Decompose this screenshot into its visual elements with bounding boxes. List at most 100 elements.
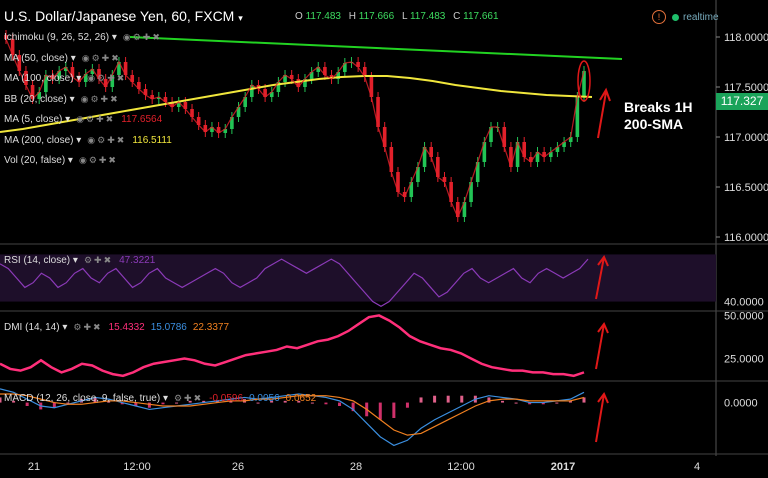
candle-body: [230, 117, 234, 129]
realtime-status: ! realtime: [652, 10, 719, 24]
time-tick-label: 21: [28, 461, 40, 473]
realtime-label: realtime: [683, 12, 719, 23]
macd-histogram-bar: [338, 402, 342, 406]
candle-body: [243, 97, 247, 107]
indicator-ichimoku[interactable]: Ichimoku (9, 26, 52, 26) ▾ ◉⚙✚✖: [4, 32, 162, 43]
candle-body: [422, 147, 427, 167]
candle-body: [462, 202, 467, 217]
rsi-arrow-head: [597, 255, 609, 267]
candle-body: [376, 97, 380, 127]
annotation-line-1: Breaks 1H: [624, 99, 693, 115]
dmi-label: DMI (14, 14): [4, 322, 60, 333]
indicator-label: MA (50, close): [4, 53, 68, 64]
macd-histogram-bar: [568, 400, 572, 403]
macd-arrow-head: [597, 392, 609, 404]
candle-body: [542, 152, 546, 157]
time-tick-label: 12:00: [447, 461, 475, 473]
candle-body: [535, 152, 540, 162]
candle-body: [90, 69, 95, 74]
macd-histogram-bar: [107, 400, 111, 403]
dmi-value-3: 22.3377: [192, 322, 230, 333]
macd-value-3: 0.0652: [285, 393, 317, 404]
open-value: 117.483: [305, 11, 341, 22]
candle-body: [489, 127, 493, 142]
candle-body: [442, 177, 447, 182]
rsi-arrow: [595, 256, 605, 300]
macd-histogram-bar: [256, 402, 260, 404]
macd-pane-header[interactable]: MACD (12, 26, close, 9, false, true) ▾ ⚙✚…: [4, 393, 317, 404]
macd-histogram-bar: [446, 395, 450, 403]
candle-body: [143, 89, 148, 95]
macd-histogram-bar: [161, 402, 165, 405]
macd-tick-label: 0.0000: [724, 398, 758, 410]
indicator-tools-icons[interactable]: ◉⚙✚✖: [76, 114, 116, 124]
candle-body: [123, 62, 128, 75]
candle-body: [482, 142, 487, 162]
macd-histogram-bar: [147, 402, 151, 408]
indicator-vol[interactable]: Vol (20, false) ▾ ◉⚙✚✖: [4, 155, 118, 166]
candle-body: [24, 71, 28, 85]
time-tick-label: 26: [232, 461, 244, 473]
candle-body: [336, 72, 340, 79]
indicator-tools-icons[interactable]: ⚙✚✖: [73, 322, 103, 332]
candle-body: [382, 127, 387, 147]
indicator-bb[interactable]: BB (20, close) ▾ ◉⚙✚✖: [4, 94, 120, 105]
annotation-text: Breaks 1H 200-SMA: [624, 99, 693, 133]
candle-body: [396, 172, 400, 192]
candle-body: [196, 117, 201, 125]
price-tick-label: 117.5000: [724, 82, 768, 94]
time-tick-label: 2017: [551, 461, 575, 473]
rsi-label: RSI (14, close): [4, 255, 71, 266]
rsi-value: 47.3221: [119, 255, 156, 266]
candle-body: [283, 75, 287, 82]
time-tick-label: 28: [350, 461, 362, 473]
candle-body: [269, 92, 274, 97]
breakout-arrow: [597, 91, 607, 139]
candle-body: [369, 77, 374, 97]
macd-histogram-bar: [528, 402, 532, 405]
indicator-label: MA (100, close): [4, 73, 74, 84]
candle-body: [183, 102, 188, 109]
indicator-tools-icons[interactable]: ◉⚙✚✖: [87, 135, 127, 145]
candle-body: [70, 67, 75, 77]
dmi-arrow-head: [597, 322, 609, 334]
dmi-pane-header[interactable]: DMI (14, 14) ▾ ⚙✚✖ 15.4332 15.0786 22.3377: [4, 322, 230, 333]
dmi-tick-label: 50.0000: [724, 310, 764, 322]
macd-histogram-bar: [12, 400, 16, 403]
indicator-ma100[interactable]: MA (100, close) ▾ ◉⚙✚✖: [4, 73, 127, 84]
candle-body: [309, 72, 314, 79]
candle-body: [44, 75, 48, 92]
indicator-tools-icons[interactable]: ◉⚙✚✖: [122, 32, 162, 42]
rsi-pane-header[interactable]: RSI (14, close) ▾ ⚙✚✖ 47.3221: [4, 255, 156, 266]
macd-histogram-bar: [460, 395, 464, 403]
breakout-highlight-ellipse: [577, 60, 591, 102]
indicator-ma5[interactable]: MA (5, close) ▾ ◉⚙✚✖ 117.6564: [4, 114, 163, 125]
macd-histogram-bar: [501, 400, 505, 403]
ma5-line: [5, 38, 585, 219]
indicator-tools-icons[interactable]: ◉⚙✚✖: [80, 94, 120, 104]
indicator-tools-icons[interactable]: ◉⚙✚✖: [81, 53, 121, 63]
candle-body: [97, 69, 101, 79]
indicator-ma200[interactable]: MA (200, close) ▾ ◉⚙✚✖ 116.5111: [4, 135, 172, 146]
macd-histogram-bar: [229, 400, 233, 403]
high-label: H: [348, 11, 356, 22]
candle-body: [236, 107, 241, 117]
indicator-label: MA (200, close): [4, 135, 74, 146]
macd-histogram-bar: [378, 402, 382, 420]
candle-body: [210, 127, 214, 132]
rsi-line: [0, 258, 589, 307]
alert-icon[interactable]: !: [652, 10, 666, 24]
chevron-down-icon[interactable]: ▾: [238, 13, 243, 23]
indicator-ma50[interactable]: MA (50, close) ▾ ◉⚙✚✖: [4, 53, 121, 64]
dmi-arrow: [595, 323, 605, 370]
symbol-title[interactable]: U.S. Dollar/Japanese Yen, 60, FXCM: [4, 8, 235, 24]
candle-body: [429, 147, 434, 157]
indicator-label: Ichimoku (9, 26, 52, 26): [4, 32, 110, 43]
macd-histogram-bar: [66, 402, 70, 404]
indicator-tools-icons[interactable]: ⚙✚✖: [83, 255, 114, 265]
indicator-tools-icons[interactable]: ◉⚙✚✖: [78, 155, 118, 165]
indicator-tools-icons[interactable]: ⚙✚✖: [173, 393, 204, 403]
indicator-tools-icons[interactable]: ◉⚙✚✖: [87, 73, 127, 83]
macd-histogram-bar: [175, 402, 179, 404]
candle-body: [502, 127, 507, 147]
